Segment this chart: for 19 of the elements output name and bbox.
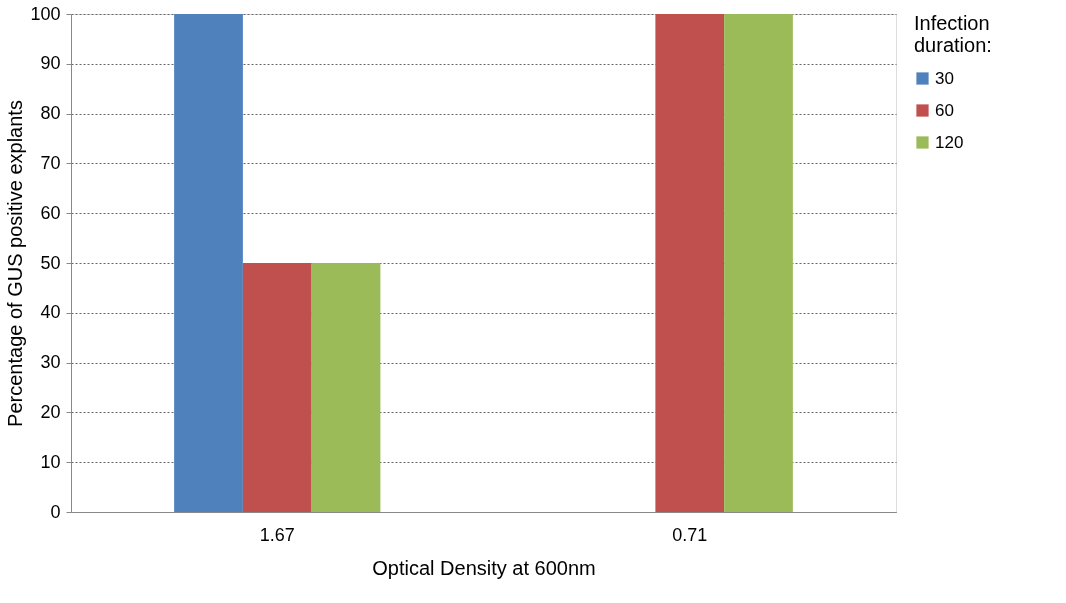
y-tick-label: 60	[40, 202, 61, 223]
y-tick-label: 70	[40, 152, 61, 173]
y-tick-label: 20	[40, 401, 61, 422]
y-tick-label: 40	[40, 302, 61, 323]
y-tick-label: 30	[40, 352, 61, 373]
legend-label: 120	[935, 132, 964, 152]
y-tick-label: 80	[40, 103, 61, 124]
legend-label: 60	[935, 100, 954, 120]
y-tick-label: 90	[40, 53, 61, 74]
y-tick-label: 10	[40, 451, 61, 472]
y-tick-label: 0	[50, 501, 61, 522]
x-tick-label: 0.71	[672, 524, 708, 545]
y-tick-label: 50	[40, 252, 61, 273]
legend-title: Infection duration:	[914, 12, 992, 56]
legend-label: 30	[935, 68, 954, 88]
y-axis-title: Percentage of GUS positive explants	[4, 100, 27, 427]
x-tick-label: 1.67	[259, 524, 295, 545]
x-axis-title: Optical Density at 600nm	[372, 556, 596, 579]
y-tick-label: 100	[30, 3, 61, 24]
